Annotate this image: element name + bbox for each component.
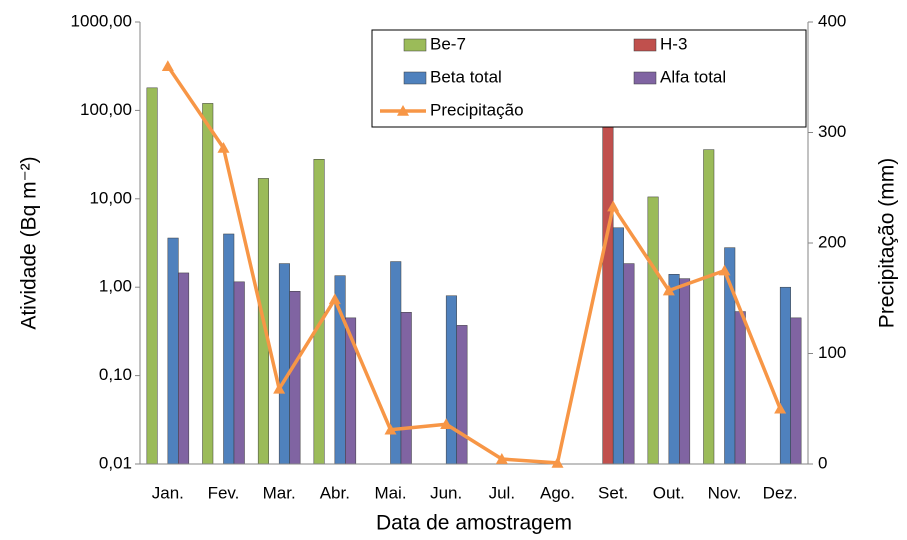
legend-label: H-3 xyxy=(660,34,687,53)
legend-box xyxy=(371,29,807,128)
line-marker xyxy=(384,423,397,435)
y-tick-label: 0,10 xyxy=(99,365,132,384)
bar xyxy=(779,286,791,465)
bar xyxy=(734,311,746,465)
y2-tick-label: 0 xyxy=(818,453,827,472)
bar xyxy=(703,149,715,465)
bar xyxy=(456,325,468,465)
legend-label: Alfa total xyxy=(660,67,726,86)
line-marker xyxy=(161,60,174,71)
line-marker xyxy=(273,382,286,394)
x-tick-label: Mar. xyxy=(263,483,296,502)
line-marker xyxy=(328,293,341,305)
bar xyxy=(668,274,680,465)
x-tick-label: Nov. xyxy=(708,483,742,502)
bar xyxy=(178,272,190,465)
bar xyxy=(612,227,624,465)
y-axis-title: Atividade (Bq m⁻²) xyxy=(18,156,41,329)
line-marker xyxy=(774,402,787,414)
y-tick-label: 10,00 xyxy=(89,188,132,207)
x-tick-label: Ago. xyxy=(540,483,575,502)
x-tick-label: Out. xyxy=(653,483,685,502)
legend-marker xyxy=(397,105,409,116)
bar xyxy=(202,103,214,465)
y2-tick-label: 400 xyxy=(818,11,846,30)
bar xyxy=(223,233,235,465)
y-tick-label: 1000,00 xyxy=(71,11,132,30)
line-marker xyxy=(662,284,675,296)
bar xyxy=(445,295,457,465)
bar xyxy=(647,196,659,465)
line-marker xyxy=(718,264,731,276)
x-tick-label: Dez. xyxy=(763,483,798,502)
bar xyxy=(679,278,691,465)
x-tick-label: Jul. xyxy=(489,483,515,502)
line-marker xyxy=(495,453,508,464)
y2-tick-label: 200 xyxy=(818,232,846,251)
legend-swatch xyxy=(633,71,657,85)
line-marker xyxy=(551,456,564,468)
legend-swatch xyxy=(403,38,427,52)
legend-label: Be-7 xyxy=(430,34,466,53)
x-axis-title: Data de amostragem xyxy=(376,512,572,535)
y2-axis-title: Precipitação (mm) xyxy=(876,158,899,328)
x-tick-label: Mai. xyxy=(374,483,406,502)
line-marker xyxy=(217,141,230,153)
y2-tick-label: 300 xyxy=(818,122,846,141)
y-tick-label: 1,00 xyxy=(99,277,132,296)
bar xyxy=(400,312,412,465)
bar xyxy=(233,281,245,465)
line xyxy=(166,65,782,465)
y-tick-label: 0,01 xyxy=(99,453,132,472)
x-tick-label: Set. xyxy=(598,483,628,502)
x-tick-label: Jun. xyxy=(430,483,462,502)
bar xyxy=(146,87,158,465)
y2-tick-label: 100 xyxy=(818,343,846,362)
bar xyxy=(289,290,301,465)
x-tick-label: Jan. xyxy=(152,483,184,502)
legend-label: Beta total xyxy=(430,67,502,86)
y-tick-label: 100,00 xyxy=(80,100,132,119)
line-marker xyxy=(607,200,620,212)
line-marker xyxy=(440,418,453,430)
bar xyxy=(167,237,179,465)
legend-label: Precipitação xyxy=(430,100,524,119)
bar xyxy=(313,159,325,465)
x-tick-label: Fev. xyxy=(208,483,240,502)
x-tick-label: Abr. xyxy=(320,483,350,502)
legend-swatch xyxy=(403,71,427,85)
legend-swatch xyxy=(633,38,657,52)
bar xyxy=(623,263,635,465)
bar xyxy=(790,317,802,465)
bar xyxy=(602,89,614,465)
bar xyxy=(278,263,290,465)
